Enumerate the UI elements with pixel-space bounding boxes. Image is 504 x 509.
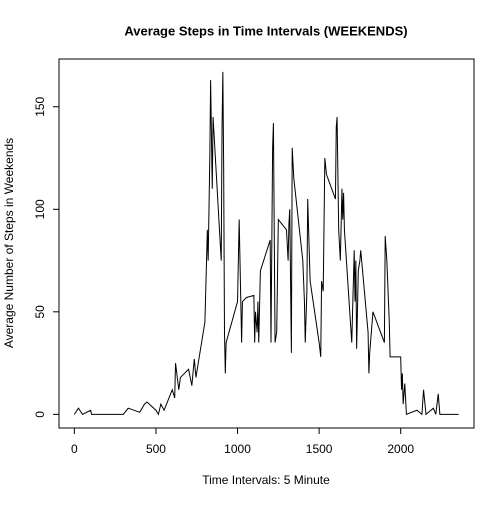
x-tick-label: 1500 bbox=[306, 442, 333, 456]
x-tick-label: 0 bbox=[71, 442, 78, 456]
y-axis-label: Average Number of Steps in Weekends bbox=[2, 138, 16, 348]
line bbox=[73, 71, 459, 416]
y-tick-label: 0 bbox=[33, 411, 47, 418]
chart-title: Average Steps in Time Intervals (WEEKEND… bbox=[124, 23, 407, 38]
y-tick-label: 150 bbox=[33, 96, 47, 116]
x-tick-label: 500 bbox=[146, 442, 166, 456]
y-tick-label: 50 bbox=[33, 305, 47, 319]
plot-box bbox=[58, 58, 475, 429]
x-axis-label: Time Intervals: 5 Minute bbox=[202, 473, 330, 487]
y-tick-label: 100 bbox=[33, 199, 47, 219]
x-tick-label: 2000 bbox=[387, 442, 414, 456]
x-tick-label: 1000 bbox=[224, 442, 251, 456]
